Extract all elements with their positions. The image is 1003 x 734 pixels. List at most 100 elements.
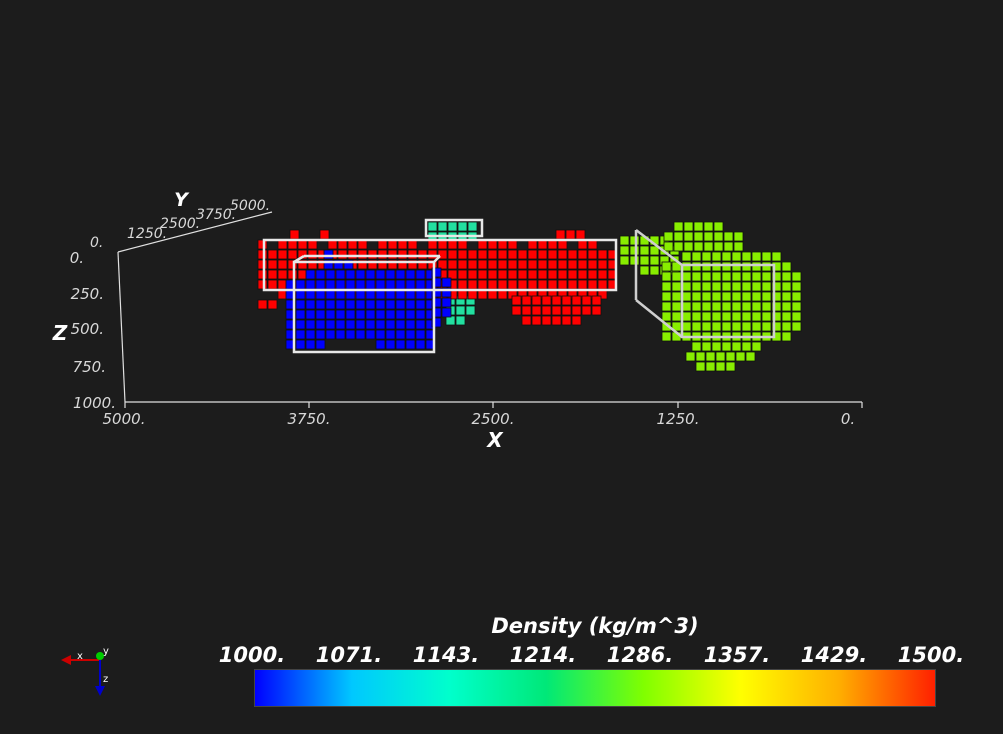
green-body-voxel — [741, 321, 752, 332]
green-body-voxel — [619, 235, 630, 246]
green-body-voxel — [723, 241, 734, 252]
blue-body-voxel — [305, 269, 316, 280]
green-body-voxel — [661, 311, 672, 322]
red-body-voxel — [537, 269, 548, 280]
colorbar-label-6: 1429. — [800, 643, 868, 667]
red-body-voxel — [477, 289, 488, 300]
blue-body-voxel — [335, 309, 346, 320]
blue-body-voxel — [395, 309, 406, 320]
red-body-voxel — [297, 249, 308, 260]
green-body-voxel — [761, 271, 772, 282]
green-body-voxel — [691, 261, 702, 272]
green-body-voxel — [685, 351, 696, 362]
red-body-voxel — [547, 269, 558, 280]
red-body-voxel — [277, 269, 288, 280]
y-tick-1: 1250. — [127, 226, 167, 242]
red-body-voxel — [427, 239, 438, 250]
red-body-voxel — [547, 259, 558, 270]
green-body-voxel — [691, 341, 702, 352]
red-body-voxel — [347, 239, 358, 250]
green-body-voxel — [711, 301, 722, 312]
red-body-voxel — [457, 269, 468, 280]
green-body-voxel — [731, 271, 742, 282]
green-body-voxel — [683, 221, 694, 232]
blue-body-voxel — [355, 309, 366, 320]
red-body-voxel — [577, 279, 588, 290]
red-body-voxel — [487, 269, 498, 280]
y-tick-0: 0. — [90, 235, 103, 251]
green-body-voxel — [723, 231, 734, 242]
red-body-voxel — [541, 315, 552, 326]
red-body-voxel — [257, 279, 268, 290]
blue-body-voxel — [365, 299, 376, 310]
blue-body-voxel — [305, 329, 316, 340]
green-body-voxel — [639, 265, 650, 276]
blue-body-voxel — [335, 289, 346, 300]
teal-body-voxel — [467, 221, 478, 232]
blue-body-voxel — [395, 339, 406, 350]
green-body-voxel — [713, 231, 724, 242]
blue-body-voxel — [335, 279, 346, 290]
green-body-voxel — [693, 231, 704, 242]
red-body-voxel — [531, 315, 542, 326]
green-body-voxel — [721, 321, 732, 332]
green-body-voxel — [791, 281, 802, 292]
teal-body-voxel — [455, 305, 466, 316]
red-body-voxel — [597, 279, 608, 290]
green-body-voxel — [721, 311, 732, 322]
colorbar-label-3: 1214. — [509, 643, 577, 667]
blue-body-voxel — [315, 269, 326, 280]
blue-body-voxel — [405, 339, 416, 350]
blue-body-voxel — [431, 277, 442, 288]
red-body-voxel — [571, 315, 582, 326]
green-body-voxel — [681, 311, 692, 322]
teal-body-voxel — [437, 221, 448, 232]
blue-body-voxel — [385, 339, 396, 350]
red-body-voxel — [527, 259, 538, 270]
green-body-voxel — [771, 321, 782, 332]
green-body-voxel — [711, 321, 722, 332]
green-body-voxel — [695, 361, 706, 372]
green-body-voxel — [701, 311, 712, 322]
red-body-voxel — [337, 249, 348, 260]
red-body-voxel — [591, 295, 602, 306]
blue-body-voxel — [355, 289, 366, 300]
red-body-voxel — [457, 259, 468, 270]
red-body-voxel — [467, 269, 478, 280]
green-body-voxel — [761, 281, 772, 292]
green-body-voxel — [701, 321, 712, 332]
blue-body[interactable] — [285, 249, 452, 350]
green-body-voxel — [721, 341, 732, 352]
red-body-voxel — [327, 239, 338, 250]
green-body-voxel — [751, 281, 762, 292]
green-body-voxel — [619, 245, 630, 256]
red-body-voxel — [287, 249, 298, 260]
red-body-voxel — [581, 295, 592, 306]
red-body-voxel — [527, 279, 538, 290]
green-body[interactable] — [619, 221, 802, 372]
green-body-voxel — [695, 351, 706, 362]
green-body-voxel — [731, 301, 742, 312]
z-axis-title: Z — [52, 321, 68, 345]
red-body-voxel — [467, 249, 478, 260]
red-body-voxel — [517, 279, 528, 290]
green-body-voxel — [731, 341, 742, 352]
z-tick-1: 250. — [71, 285, 104, 303]
green-body-voxel — [691, 271, 702, 282]
red-body-voxel — [587, 239, 598, 250]
red-body-voxel — [547, 279, 558, 290]
green-body-voxel — [751, 321, 762, 332]
green-body-voxel — [741, 251, 752, 262]
red-body-voxel — [497, 249, 508, 260]
red-body-voxel — [537, 239, 548, 250]
blue-body-voxel — [355, 299, 366, 310]
green-body-voxel — [761, 321, 772, 332]
blue-body-voxel — [405, 299, 416, 310]
green-body-voxel — [663, 231, 674, 242]
red-body-voxel — [357, 259, 368, 270]
red-body-voxel — [367, 249, 378, 260]
green-body-voxel — [791, 311, 802, 322]
red-body-voxel — [457, 249, 468, 260]
blue-body-voxel — [345, 269, 356, 280]
